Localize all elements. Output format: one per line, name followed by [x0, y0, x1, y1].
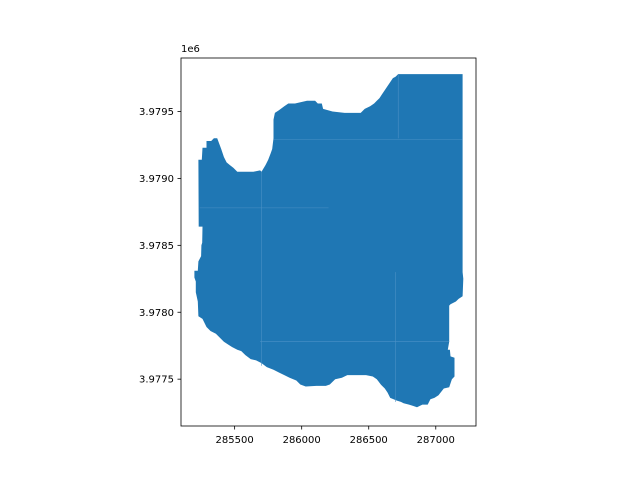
x-tick-label: 286000	[283, 435, 321, 446]
y-axis-offset-label: 1e6	[181, 44, 200, 55]
y-tick-label: 3.9780	[139, 308, 174, 319]
x-tick-label: 286500	[350, 435, 388, 446]
y-tick-label: 3.9790	[139, 174, 174, 185]
plot-area	[194, 74, 464, 408]
y-tick-label: 3.9795	[139, 107, 174, 118]
x-tick-label: 287000	[417, 435, 455, 446]
axes-frame	[180, 57, 477, 427]
y-axis: 3.9775 3.9780 3.9785 3.9790 3.9795	[139, 107, 181, 386]
y-tick-label: 3.9775	[139, 375, 174, 386]
x-tick-label: 285500	[216, 435, 254, 446]
x-axis: 285500 286000 286500 287000	[216, 426, 455, 446]
y-tick-label: 3.9785	[139, 241, 174, 252]
